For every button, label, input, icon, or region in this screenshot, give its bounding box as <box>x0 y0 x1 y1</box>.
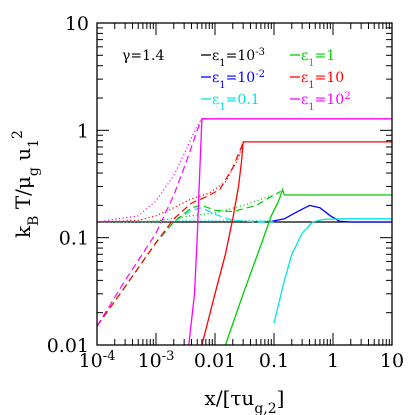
series-solid-line <box>201 141 392 346</box>
x-tick-label: 10 <box>380 350 404 372</box>
plot-frame <box>96 22 393 346</box>
series-solid-line <box>273 218 392 324</box>
y-axis-title: kB T/μg u12 <box>10 130 42 238</box>
y-tick-label: 10 <box>65 13 89 35</box>
series-dashed-line <box>96 190 281 327</box>
y-tick-label: 1 <box>77 120 89 142</box>
legend-entry: ε1=10-3 <box>212 47 265 69</box>
x-tick-label: 0.01 <box>194 350 236 372</box>
series-solid-line <box>224 187 392 346</box>
series-dotted-line <box>96 219 275 223</box>
legend-entry: ε1=1 <box>301 48 335 69</box>
y-tick-label: 0.1 <box>59 228 89 250</box>
x-tick-label: 10-4 <box>79 349 116 373</box>
axis-ticks <box>96 23 392 346</box>
x-tick-label: 1 <box>327 350 339 372</box>
legend-entry: ε1=0.1 <box>212 92 260 113</box>
legend-entry: ε1=102 <box>301 91 351 113</box>
series-solid-line <box>188 118 392 346</box>
x-axis-label: x/[τug,2] <box>205 386 285 415</box>
series-dashed-line <box>96 118 203 327</box>
legend-entry: ε1=10 <box>301 70 344 91</box>
series-dashed-line <box>96 141 244 327</box>
legend-entry: ε1=10-2 <box>212 69 265 91</box>
y-tick-label: 0.01 <box>47 335 89 357</box>
x-axis-title: x/[τug,2] <box>205 386 285 415</box>
series-dotted-line <box>96 194 275 223</box>
series-dashed-line <box>96 207 274 327</box>
y-axis-label: kB T/μg u12 <box>10 130 42 238</box>
chart-curves <box>96 118 392 346</box>
series-solid-line <box>268 204 392 223</box>
x-tick-label: 10-3 <box>138 349 175 373</box>
tick-labels: 10-4 10-3 0.01 0.1 1 10 0.01 0.1 1 10 <box>47 13 404 372</box>
series-dotted-line <box>96 141 244 223</box>
gamma-label: γ=1.4 <box>122 48 164 64</box>
series-dotted-line <box>96 118 203 223</box>
x-tick-label: 0.1 <box>259 350 289 372</box>
